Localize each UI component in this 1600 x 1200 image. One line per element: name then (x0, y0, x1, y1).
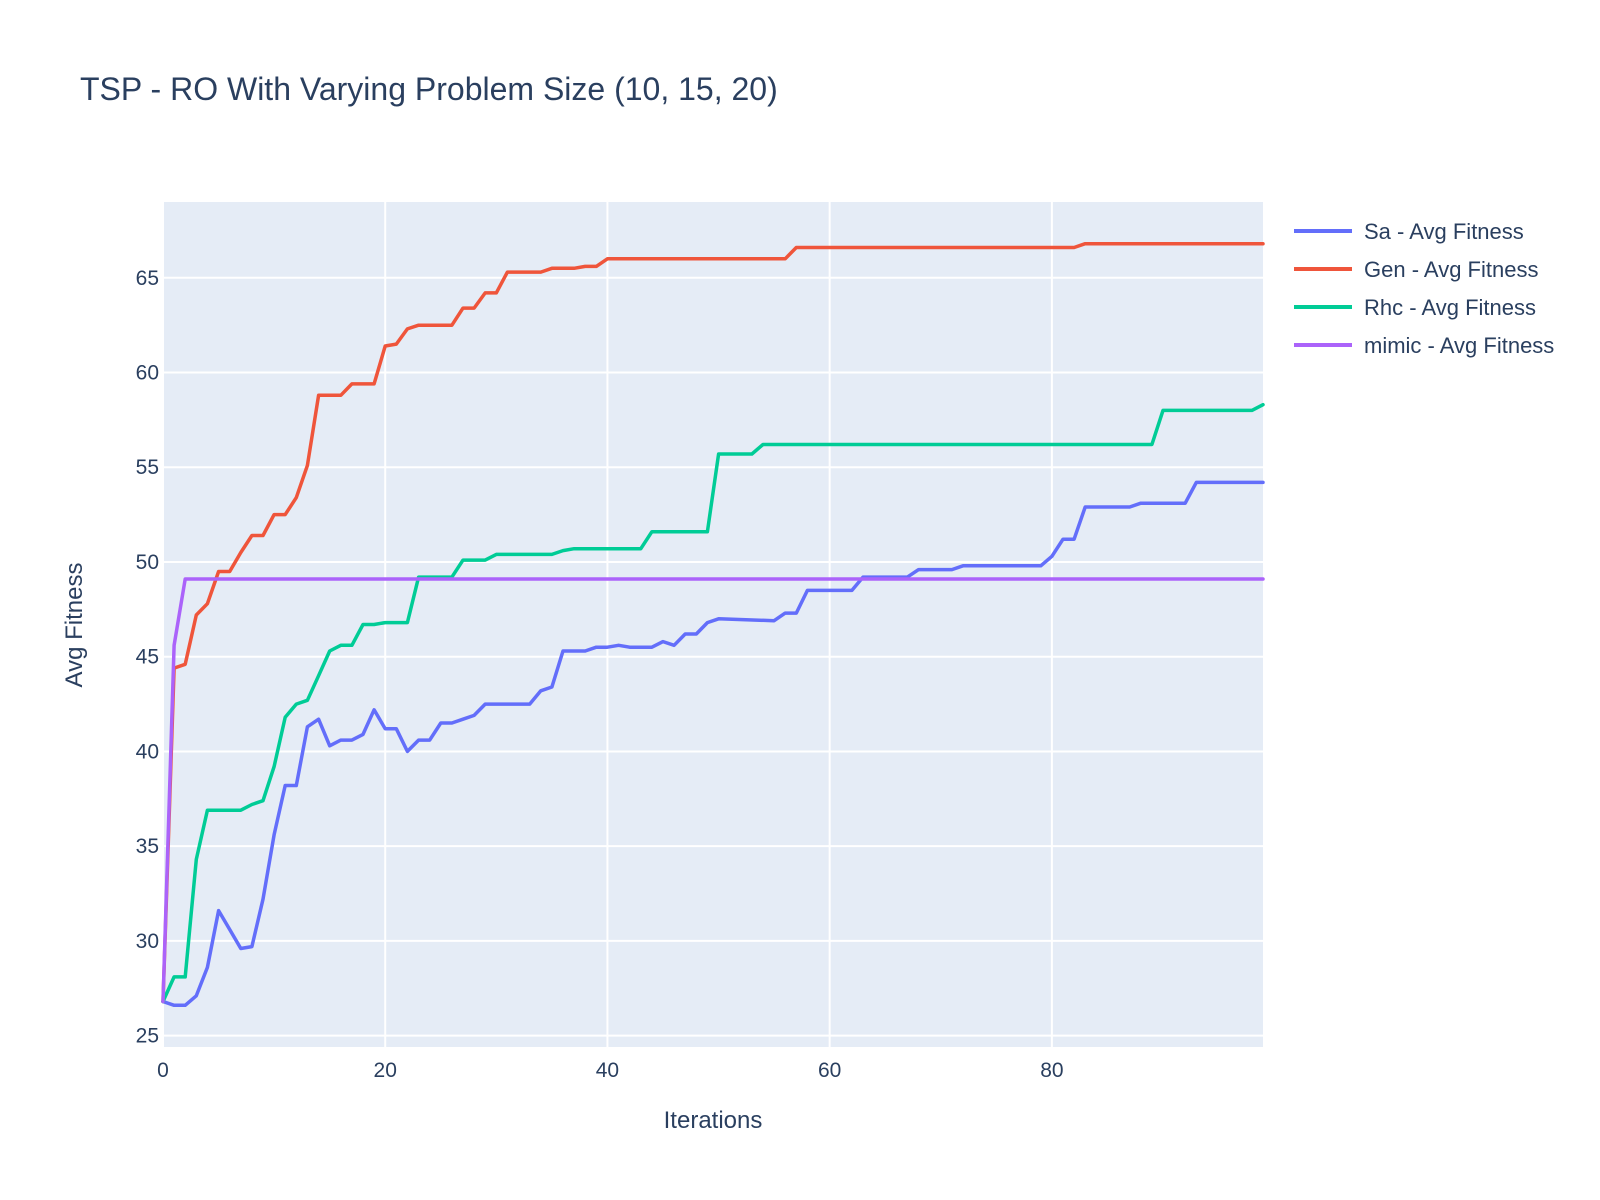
y-tick-label: 65 (136, 267, 159, 290)
y-tick-label: 50 (136, 551, 159, 574)
series-line-2 (161, 402, 1265, 1004)
legend-item[interactable]: Gen - Avg Fitness (1294, 257, 1538, 282)
tick-labels: 0 20 40 60 80 25 30 35 40 45 50 55 60 65 (136, 267, 1064, 1082)
legend[interactable]: Sa - Avg Fitness Gen - Avg Fitness Rhc - A… (1294, 219, 1554, 358)
legend-item[interactable]: Sa - Avg Fitness (1294, 219, 1524, 244)
legend-item[interactable]: Rhc - Avg Fitness (1294, 295, 1536, 320)
chart-title: TSP - RO With Varying Problem Size (10, … (80, 71, 778, 107)
series-line-1 (161, 241, 1265, 1004)
legend-label: Rhc - Avg Fitness (1364, 295, 1536, 320)
x-tick-label: 40 (596, 1059, 619, 1082)
y-tick-label: 55 (136, 456, 159, 479)
x-tick-label: 80 (1040, 1059, 1063, 1082)
legend-label: Sa - Avg Fitness (1364, 219, 1524, 244)
x-axis-title: Iterations (664, 1107, 763, 1134)
series-lines (161, 241, 1265, 1008)
y-tick-label: 45 (136, 646, 159, 669)
grid-lines (162, 202, 1263, 1047)
series-line-0 (161, 480, 1265, 1008)
x-tick-label: 0 (157, 1059, 169, 1082)
y-tick-label: 60 (136, 362, 159, 385)
y-tick-label: 25 (136, 1025, 159, 1048)
y-tick-label: 40 (136, 740, 159, 763)
legend-label: Gen - Avg Fitness (1364, 257, 1538, 282)
y-axis-title: Avg Fitness (61, 563, 88, 688)
series-line-3 (161, 577, 1265, 1004)
x-tick-label: 20 (374, 1059, 397, 1082)
legend-label: mimic - Avg Fitness (1364, 333, 1554, 358)
y-tick-label: 35 (136, 835, 159, 858)
plot-area (163, 202, 1263, 1047)
y-tick-label: 30 (136, 930, 159, 953)
legend-item[interactable]: mimic - Avg Fitness (1294, 333, 1554, 358)
x-tick-label: 60 (818, 1059, 841, 1082)
